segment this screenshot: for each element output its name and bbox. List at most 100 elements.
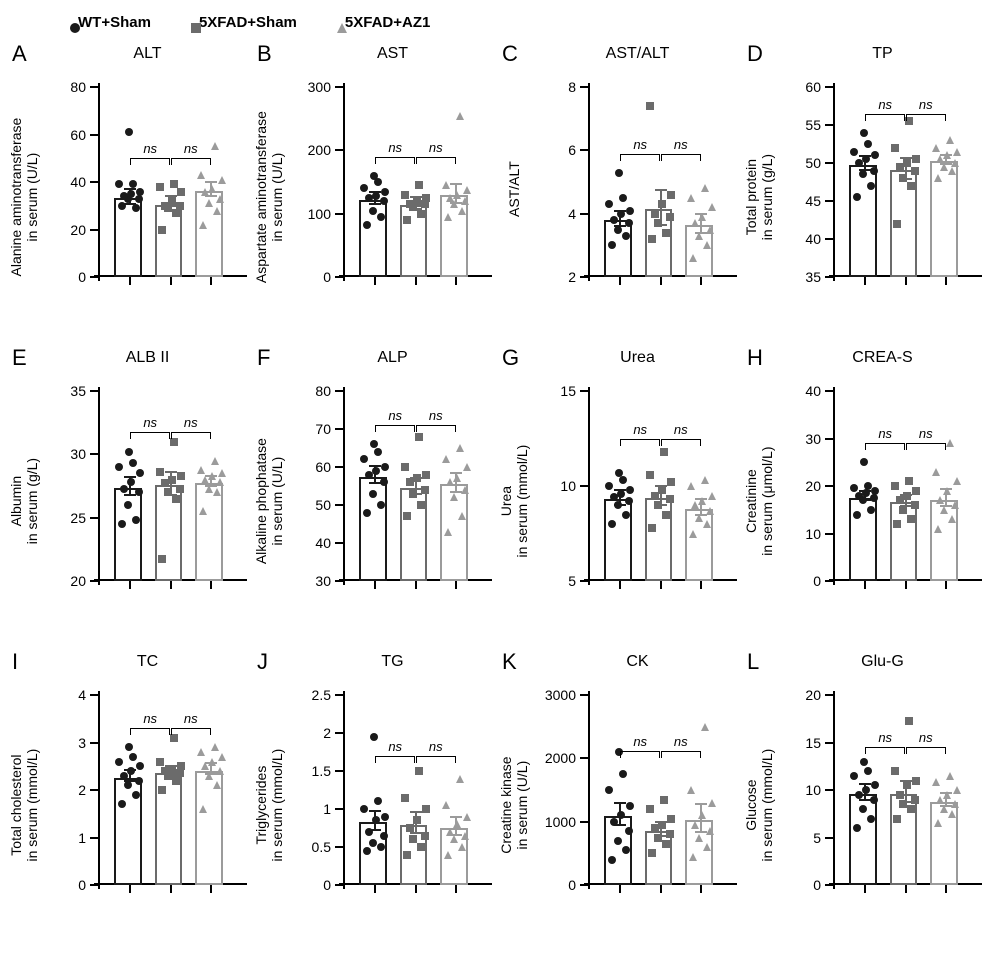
y-tick [90,837,98,839]
y-tick-label: 4 [78,687,86,703]
y-tick [90,580,98,582]
panel-J: JTGTriglycerides in serum (mmol/L) 0 0.5… [255,647,500,947]
y-tick [335,846,343,848]
axis-box: 35 40 45 50 55 60 ns ns [833,87,978,277]
y-tick [335,884,343,886]
panel-F: FALPAlkaline phophatase in serum (U/L) 3… [255,343,500,643]
panel-E: EALB IIAlbumin in serum (g/L) 20 25 30 3… [10,343,255,643]
panel-letter: A [12,41,27,67]
y-tick [825,276,833,278]
y-tick [335,732,343,734]
y-tick [90,390,98,392]
axis-box: 0 1000 2000 3000 ns ns [588,695,733,885]
ns-bracket [865,114,906,115]
y-tick [335,428,343,430]
y-axis-label: Alkaline phophatase in serum (U/L) [253,391,285,611]
panel-I: ITCTotal cholesterol in serum (mmol/L) 0… [10,647,255,947]
y-tick-label: 25 [70,510,86,526]
y-tick-label: 1000 [545,814,576,830]
plot-area: Total protein in serum (g/L) 35 40 45 50… [775,67,990,295]
plot-area: Alkaline phophatase in serum (U/L) 30 40… [285,371,500,599]
y-tick-label: 50 [315,497,331,513]
panel-letter: K [502,649,517,675]
ns-label: ns [388,408,402,423]
error-cap [369,203,381,205]
y-tick-label: 1.5 [312,763,331,779]
x-tick [945,277,947,285]
error-cap [859,799,871,801]
y-tick-label: 15 [560,383,576,399]
panel-title: Urea [500,343,745,371]
y-tick [825,533,833,535]
error-cap [614,802,626,804]
y-tick-label: 60 [70,127,86,143]
x-tick [905,581,907,589]
y-tick [825,86,833,88]
y-tick-label: 60 [805,79,821,95]
x-tick [619,581,621,589]
y-tick-label: 20 [805,478,821,494]
y-tick-label: 20 [70,222,86,238]
y-tick-label: 0 [813,573,821,589]
ns-bracket [865,443,906,444]
y-tick-label: 3 [78,735,86,751]
x-tick [129,277,131,285]
x-tick [700,581,702,589]
axis-box: 5 10 15 ns ns [588,391,733,581]
panel-A: AALTAlanine aminotransferase in serum (U… [10,39,255,339]
y-tick-label: 200 [308,142,331,158]
plot-area: Alanine aminotransferase in serum (U/L) … [40,67,255,295]
y-tick-label: 2 [568,269,576,285]
y-tick-label: 2.5 [312,687,331,703]
x-tick [864,581,866,589]
bar [890,502,918,581]
ns-bracket [906,114,947,115]
y-tick-label: 100 [308,206,331,222]
y-tick-label: 1 [78,830,86,846]
bar [195,483,223,581]
y-tick-label: 0 [78,269,86,285]
error-cap [450,183,462,185]
ns-bracket [906,747,947,748]
error-cap [410,811,422,813]
y-axis [343,691,345,889]
y-tick-label: 35 [805,269,821,285]
y-tick-label: 0 [323,269,331,285]
y-tick-label: 30 [315,573,331,589]
ns-bracket [130,728,171,729]
panel-letter: B [257,41,272,67]
y-tick [825,580,833,582]
plot-area: Triglycerides in serum (mmol/L) 0 0.5 1 … [285,675,500,903]
legend-label: WT+Sham [78,14,151,31]
panel-title: AST/ALT [500,39,745,67]
x-tick [660,277,662,285]
ns-bracket [416,756,457,757]
y-tick [825,438,833,440]
x-tick [374,885,376,893]
panel-G: GUreaUrea in serum (mmol/L) 5 10 15 ns n… [500,343,745,643]
y-tick [335,466,343,468]
ns-label: ns [919,97,933,112]
y-tick [580,694,588,696]
y-axis [98,387,100,585]
y-tick-label: 45 [805,193,821,209]
panel-title: ALT [10,39,255,67]
axis-box: 0 10 20 30 40 ns ns [833,391,978,581]
ns-label: ns [184,711,198,726]
y-tick-label: 6 [568,142,576,158]
y-tick-label: 10 [805,782,821,798]
ns-bracket [620,439,661,440]
x-tick [660,581,662,589]
y-tick [335,504,343,506]
y-tick [825,124,833,126]
panel-title: ALB II [10,343,255,371]
y-tick-label: 70 [315,421,331,437]
y-axis [833,83,835,281]
y-axis [98,691,100,889]
y-tick [825,162,833,164]
error-cap [695,831,707,833]
panel-title: Glu-G [745,647,990,675]
ns-label: ns [143,711,157,726]
legend-item: 5XFAD+AZ1 [337,14,430,31]
error-cap [205,181,217,183]
